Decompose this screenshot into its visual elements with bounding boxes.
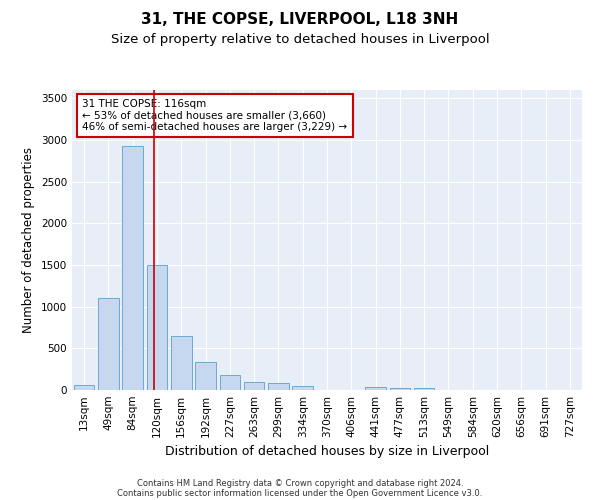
Y-axis label: Number of detached properties: Number of detached properties	[22, 147, 35, 333]
Text: Contains public sector information licensed under the Open Government Licence v3: Contains public sector information licen…	[118, 488, 482, 498]
Bar	[414, 388, 434, 390]
Bar	[365, 386, 386, 390]
Text: 31, THE COPSE, LIVERPOOL, L18 3NH: 31, THE COPSE, LIVERPOOL, L18 3NH	[142, 12, 458, 28]
Bar	[171, 336, 191, 390]
Bar	[74, 385, 94, 390]
Text: Size of property relative to detached houses in Liverpool: Size of property relative to detached ho…	[110, 32, 490, 46]
X-axis label: Distribution of detached houses by size in Liverpool: Distribution of detached houses by size …	[165, 446, 489, 458]
Bar	[122, 146, 143, 390]
Text: Contains HM Land Registry data © Crown copyright and database right 2024.: Contains HM Land Registry data © Crown c…	[137, 478, 463, 488]
Bar	[268, 383, 289, 390]
Bar	[146, 265, 167, 390]
Bar	[389, 388, 410, 390]
Bar	[98, 298, 119, 390]
Text: 31 THE COPSE: 116sqm
← 53% of detached houses are smaller (3,660)
46% of semi-de: 31 THE COPSE: 116sqm ← 53% of detached h…	[82, 99, 347, 132]
Bar	[195, 362, 216, 390]
Bar	[244, 382, 265, 390]
Bar	[292, 386, 313, 390]
Bar	[220, 374, 240, 390]
